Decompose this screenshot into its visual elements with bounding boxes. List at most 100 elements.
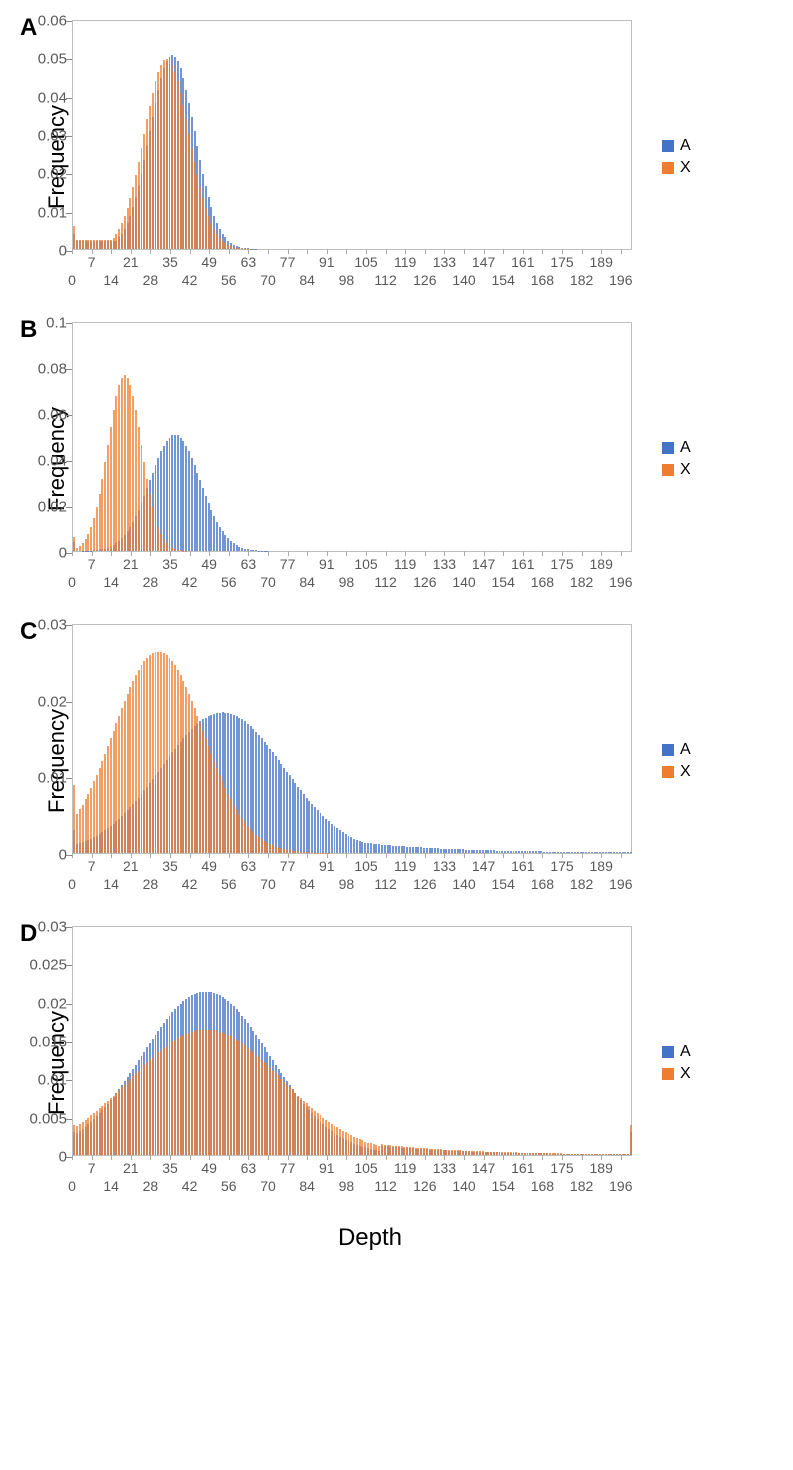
y-tick-mark xyxy=(66,1119,72,1120)
x-tick-label: 126 xyxy=(413,272,436,288)
y-tick-label: 0.02 xyxy=(38,995,67,1012)
x-tick-mark xyxy=(268,249,269,254)
x-tick-label: 98 xyxy=(339,272,355,288)
bars-layer xyxy=(73,21,631,249)
legend-item: A xyxy=(662,741,691,759)
legend-label: A xyxy=(680,137,691,155)
legend-label: X xyxy=(680,1065,691,1083)
legend: AX xyxy=(662,1039,691,1087)
y-tick-label: 0.03 xyxy=(38,919,67,936)
x-tick-mark xyxy=(503,1155,504,1160)
x-tick-label: 126 xyxy=(413,1178,436,1194)
x-tick-mark xyxy=(425,853,426,858)
y-tick-mark xyxy=(66,98,72,99)
x-tick-mark xyxy=(582,1155,583,1160)
x-tick-label: 140 xyxy=(452,1178,475,1194)
x-tick-label: 105 xyxy=(354,254,377,270)
x-tick-mark xyxy=(346,249,347,254)
x-tick-label: 91 xyxy=(319,1160,335,1176)
chart-plot-area: 00.010.020.030.040.050.06 xyxy=(72,20,632,250)
x-tick-label: 70 xyxy=(260,1178,276,1194)
x-tick-label: 77 xyxy=(280,858,296,874)
x-tick-label: 63 xyxy=(241,556,257,572)
x-tick-mark xyxy=(229,1155,230,1160)
x-tick-label: 63 xyxy=(241,1160,257,1176)
x-tick-mark xyxy=(621,1155,622,1160)
x-tick-mark xyxy=(72,249,73,254)
x-tick-label: 28 xyxy=(143,1178,159,1194)
x-tick-label: 126 xyxy=(413,574,436,590)
x-tick-label: 189 xyxy=(590,858,613,874)
x-tick-label: 84 xyxy=(299,272,315,288)
x-tick-mark xyxy=(542,249,543,254)
y-axis-ticks: 00.010.020.030.040.050.06 xyxy=(13,21,71,249)
x-tick-label: 189 xyxy=(590,254,613,270)
x-axis-ticks: 7213549637791105119133147161175189014284… xyxy=(72,854,632,898)
y-tick-mark xyxy=(66,461,72,462)
x-tick-mark xyxy=(268,551,269,556)
y-tick-label: 0.05 xyxy=(38,51,67,68)
y-tick-label: 0.08 xyxy=(38,361,67,378)
x-axis-label: Depth xyxy=(90,1224,650,1252)
legend-item: A xyxy=(662,137,691,155)
y-tick-mark xyxy=(66,1080,72,1081)
x-tick-label: 7 xyxy=(88,858,96,874)
y-tick-label: 0.03 xyxy=(38,617,67,634)
y-tick-mark xyxy=(66,174,72,175)
y-tick-mark xyxy=(66,213,72,214)
bars-layer xyxy=(73,323,631,551)
x-tick-mark xyxy=(346,1155,347,1160)
x-tick-label: 49 xyxy=(201,556,217,572)
x-tick-label: 56 xyxy=(221,574,237,590)
x-tick-mark xyxy=(346,551,347,556)
y-tick-mark xyxy=(66,136,72,137)
x-tick-mark xyxy=(111,1155,112,1160)
legend-item: X xyxy=(662,1065,691,1083)
x-tick-mark xyxy=(386,249,387,254)
y-tick-label: 0.015 xyxy=(29,1034,67,1051)
x-tick-mark xyxy=(111,853,112,858)
legend-item: A xyxy=(662,1043,691,1061)
x-tick-label: 168 xyxy=(531,272,554,288)
x-tick-label: 7 xyxy=(88,556,96,572)
x-tick-label: 182 xyxy=(570,272,593,288)
legend-label: A xyxy=(680,1043,691,1061)
x-tick-label: 56 xyxy=(221,1178,237,1194)
y-axis-ticks: 00.010.020.03 xyxy=(13,625,71,853)
x-tick-label: 161 xyxy=(511,858,534,874)
x-tick-mark xyxy=(190,249,191,254)
y-tick-label: 0.01 xyxy=(38,770,67,787)
x-tick-mark xyxy=(425,551,426,556)
x-tick-label: 49 xyxy=(201,254,217,270)
x-tick-mark xyxy=(150,853,151,858)
legend-item: A xyxy=(662,439,691,457)
y-tick-label: 0.03 xyxy=(38,128,67,145)
x-tick-mark xyxy=(307,249,308,254)
legend-swatch xyxy=(662,1068,674,1080)
y-tick-mark xyxy=(66,1042,72,1043)
x-tick-mark xyxy=(150,249,151,254)
x-tick-label: 119 xyxy=(394,1160,416,1176)
y-tick-mark xyxy=(66,965,72,966)
x-tick-label: 77 xyxy=(280,254,296,270)
x-tick-label: 21 xyxy=(123,1160,139,1176)
x-tick-label: 126 xyxy=(413,876,436,892)
chart-plot-area: 00.0050.010.0150.020.0250.03 xyxy=(72,926,632,1156)
x-tick-mark xyxy=(190,1155,191,1160)
x-tick-label: 28 xyxy=(143,574,159,590)
y-tick-mark xyxy=(66,778,72,779)
x-tick-label: 133 xyxy=(433,1160,456,1176)
x-tick-label: 161 xyxy=(511,1160,534,1176)
bar-series-a xyxy=(630,852,632,853)
x-tick-label: 84 xyxy=(299,574,315,590)
x-tick-label: 35 xyxy=(162,254,178,270)
x-tick-label: 77 xyxy=(280,1160,296,1176)
x-tick-label: 21 xyxy=(123,858,139,874)
x-tick-label: 98 xyxy=(339,1178,355,1194)
x-tick-label: 140 xyxy=(452,876,475,892)
x-tick-mark xyxy=(542,551,543,556)
legend-label: A xyxy=(680,439,691,457)
x-tick-label: 133 xyxy=(433,254,456,270)
x-tick-label: 147 xyxy=(472,254,495,270)
legend: AX xyxy=(662,737,691,785)
